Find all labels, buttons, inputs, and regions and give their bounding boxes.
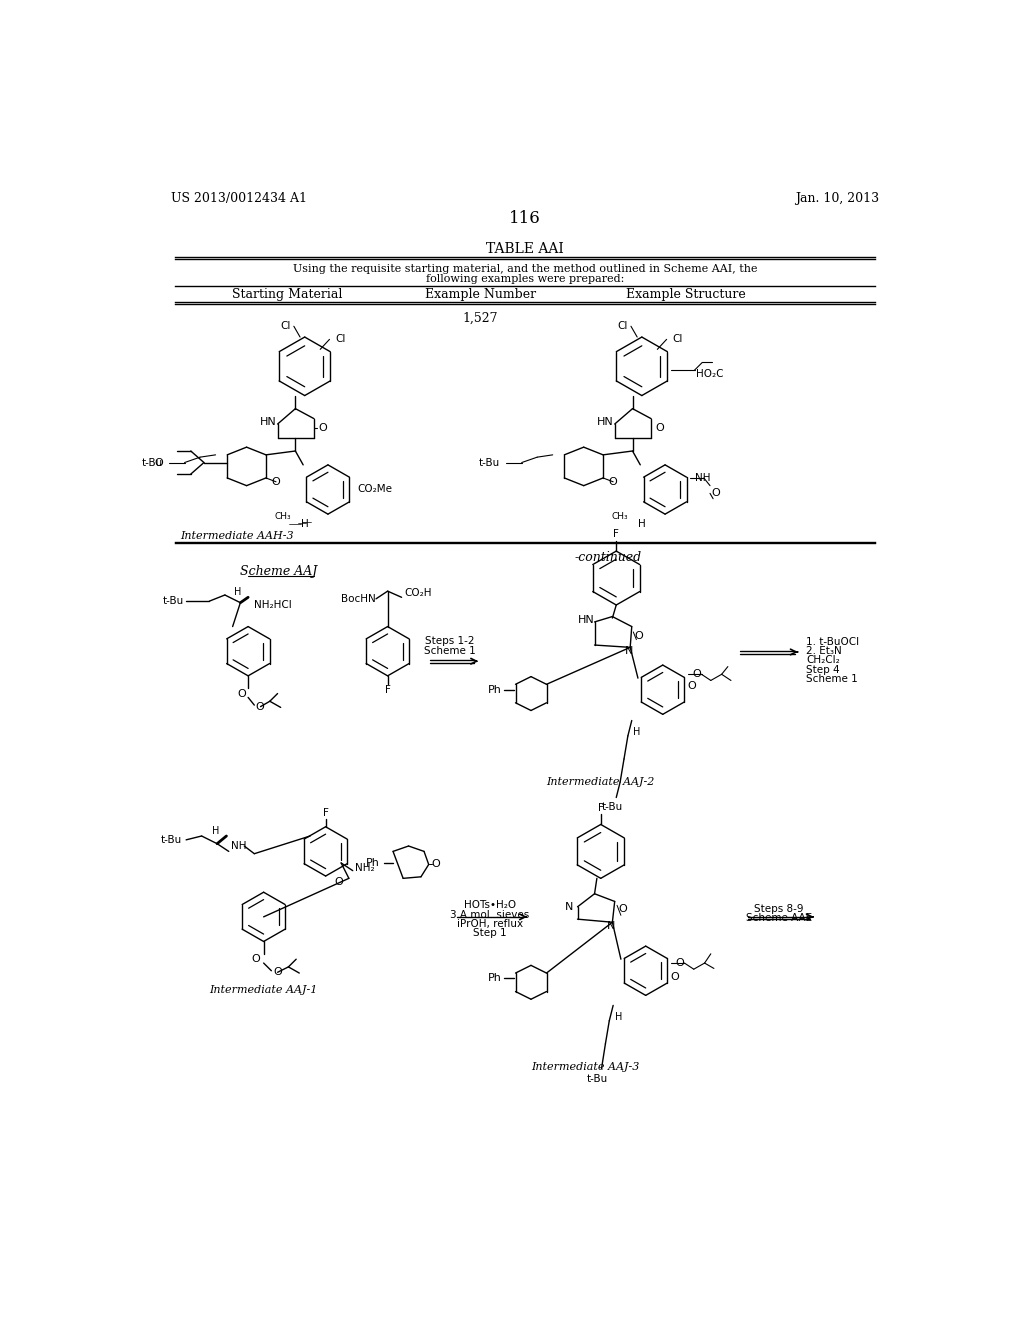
Text: O: O xyxy=(687,681,696,690)
Text: N: N xyxy=(565,902,573,912)
Text: t-Bu: t-Bu xyxy=(602,801,623,812)
Text: Step 4: Step 4 xyxy=(806,665,840,675)
Text: Cl: Cl xyxy=(336,334,346,345)
Text: NH₂: NH₂ xyxy=(355,863,375,874)
Text: t-Bu: t-Bu xyxy=(587,1073,608,1084)
Text: O: O xyxy=(318,422,328,433)
Text: O: O xyxy=(251,954,260,964)
Text: Jan. 10, 2013: Jan. 10, 2013 xyxy=(795,191,879,205)
Text: t-Bu: t-Bu xyxy=(161,834,182,845)
Text: CH₃: CH₃ xyxy=(611,512,628,521)
Text: Ph: Ph xyxy=(487,973,502,983)
Text: O: O xyxy=(671,972,679,982)
Text: Scheme AAE: Scheme AAE xyxy=(745,913,812,924)
Text: NH₂HCl: NH₂HCl xyxy=(254,601,291,610)
Text: Cl: Cl xyxy=(281,321,291,331)
Text: O: O xyxy=(271,477,281,487)
Text: Intermediate AAH-3: Intermediate AAH-3 xyxy=(179,531,293,541)
Text: H: H xyxy=(301,519,308,529)
Text: O: O xyxy=(155,458,163,467)
Text: O: O xyxy=(618,904,628,915)
Text: HN: HN xyxy=(597,417,613,426)
Text: Intermediate AAJ-2: Intermediate AAJ-2 xyxy=(547,777,655,787)
Text: 2. Et₃N: 2. Et₃N xyxy=(806,647,842,656)
Text: HN: HN xyxy=(260,417,276,426)
Text: O: O xyxy=(692,669,701,680)
Text: O: O xyxy=(655,422,665,433)
Text: O: O xyxy=(608,477,617,487)
Text: following examples were prepared:: following examples were prepared: xyxy=(426,273,624,284)
Text: O: O xyxy=(334,878,343,887)
Text: Cl: Cl xyxy=(617,321,628,331)
Text: H: H xyxy=(633,727,641,737)
Text: O: O xyxy=(675,958,684,968)
Text: HO₂C: HO₂C xyxy=(696,370,724,379)
Text: Cl: Cl xyxy=(673,334,683,345)
Text: t-Bu: t-Bu xyxy=(479,458,500,467)
Text: HN: HN xyxy=(578,615,594,626)
Text: O: O xyxy=(238,689,247,700)
Text: Using the requisite starting material, and the method outlined in Scheme AAI, th: Using the requisite starting material, a… xyxy=(293,264,757,273)
Text: O: O xyxy=(712,488,720,499)
Text: Ph: Ph xyxy=(366,858,380,869)
Text: F: F xyxy=(385,685,390,694)
Text: F: F xyxy=(598,804,604,813)
Text: H: H xyxy=(212,825,219,836)
Text: -continued: -continued xyxy=(574,550,642,564)
Text: Starting Material: Starting Material xyxy=(231,288,342,301)
Text: Scheme 1: Scheme 1 xyxy=(806,675,858,684)
Text: O: O xyxy=(635,631,644,640)
Text: CO₂H: CO₂H xyxy=(404,587,432,598)
Text: H: H xyxy=(234,587,242,597)
Text: O: O xyxy=(432,859,440,870)
Text: 1. t-BuOCl: 1. t-BuOCl xyxy=(806,638,859,647)
Text: 116: 116 xyxy=(509,210,541,227)
Text: F: F xyxy=(323,808,329,818)
Text: O: O xyxy=(273,968,282,977)
Text: O: O xyxy=(256,702,264,711)
Text: H: H xyxy=(638,519,646,529)
Text: N: N xyxy=(606,921,615,931)
Text: CO₂Me: CO₂Me xyxy=(357,484,392,495)
Text: Steps 1-2: Steps 1-2 xyxy=(425,636,474,647)
Text: TABLE AAI: TABLE AAI xyxy=(486,243,563,256)
Text: 3 A mol. sieves: 3 A mol. sieves xyxy=(451,909,529,920)
Text: HOTs•H₂O: HOTs•H₂O xyxy=(464,900,516,911)
Text: t-Bu: t-Bu xyxy=(163,597,183,606)
Text: NH: NH xyxy=(694,473,710,483)
Text: Example Structure: Example Structure xyxy=(626,288,745,301)
Text: H: H xyxy=(615,1012,623,1022)
Text: Scheme AAJ: Scheme AAJ xyxy=(241,565,317,578)
Text: Step 1: Step 1 xyxy=(473,928,507,939)
Text: CH₂Cl₂: CH₂Cl₂ xyxy=(806,656,840,665)
Text: Ph: Ph xyxy=(487,685,502,694)
Text: Scheme 1: Scheme 1 xyxy=(424,647,475,656)
Text: BocHN: BocHN xyxy=(341,594,376,603)
Text: Steps 8-9: Steps 8-9 xyxy=(755,904,804,915)
Text: F: F xyxy=(613,529,620,539)
Text: US 2013/0012434 A1: US 2013/0012434 A1 xyxy=(171,191,306,205)
Text: Intermediate AAJ-3: Intermediate AAJ-3 xyxy=(531,1063,639,1072)
Text: 1,527: 1,527 xyxy=(463,312,499,325)
Text: CH₃: CH₃ xyxy=(274,512,291,521)
Text: N: N xyxy=(625,647,633,656)
Text: iPrOH, reflux: iPrOH, reflux xyxy=(457,919,523,929)
Text: Example Number: Example Number xyxy=(425,288,537,301)
Text: t-Bu: t-Bu xyxy=(141,458,163,467)
Text: Intermediate AAJ-1: Intermediate AAJ-1 xyxy=(210,985,317,995)
Text: NH: NH xyxy=(231,841,247,851)
